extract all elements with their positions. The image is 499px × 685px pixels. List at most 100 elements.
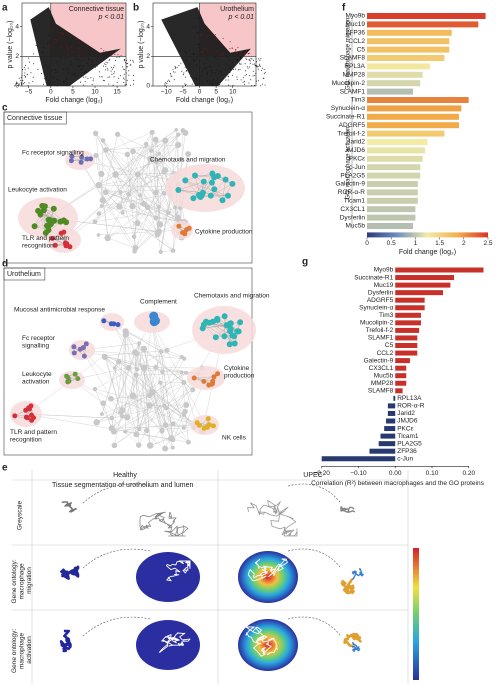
y-axis-label: p value (−log₁₀) [138,21,145,69]
network-node [126,191,131,197]
cluster-node [229,332,236,339]
scatter-dot [215,39,217,40]
scatter-dot [259,65,261,67]
network-node [181,425,186,430]
group-label: GO: macrophage migration [346,18,352,90]
scatter-dot [259,59,261,61]
scatter-dot [230,65,232,67]
cluster-edge [201,195,229,196]
network-node [144,427,150,434]
category-label: Jarid2 [397,410,415,417]
tissue-trace [59,629,72,653]
network-edge [111,424,206,429]
scatter-dot [232,61,234,63]
scatter-dot [66,78,68,80]
scatter-dot [197,17,199,19]
scatter-dot [28,82,30,84]
cluster-node [72,371,78,377]
tissue-trace [245,626,278,657]
scatter-dot [123,77,124,79]
scatter-dot [245,50,247,52]
category-label: Galectin-9 [335,181,365,188]
bar [367,139,428,145]
network-node [99,204,104,209]
cluster-node [221,333,228,340]
network-edge [98,184,179,222]
scatter-dot [77,47,79,49]
category-label: Succinate-R1 [326,114,365,121]
network-edge [115,129,177,175]
network-edge [137,174,169,213]
cluster-node [211,186,218,193]
scatter-dot [184,76,186,78]
text-line: activation [22,378,50,385]
scatter-dot [103,65,104,67]
cluster-node [88,156,94,162]
text-line: Cytokine [224,365,251,372]
scatter-dot [109,59,111,61]
network-frame [3,267,253,456]
network-edge [135,375,147,431]
scatter-dot [102,79,104,81]
network-edge [155,367,203,369]
scatter-dot [45,23,47,25]
network-node [123,429,128,434]
cluster-node [45,227,52,234]
scatter-dot [257,68,259,70]
cluster-node [201,378,207,384]
scatter-dot [248,58,250,60]
scatter-dot [221,53,222,55]
cluster-node [149,311,159,321]
scatter-dot [122,68,124,70]
category-label: Dysferlin [340,214,366,221]
network-edge [111,343,140,419]
scatter-dot [217,78,218,80]
scatter-dot [212,79,214,81]
network-edge [103,403,112,429]
network-node [125,364,132,371]
network-node [185,151,192,157]
bar [369,448,396,454]
cluster-node [207,192,214,199]
network-node [112,171,119,178]
cluster-edge [185,180,200,196]
network-edge [25,413,189,443]
scatter-dot [129,59,131,61]
tissue-trace [248,558,288,582]
scatter-dot [20,77,22,79]
category-label: Mucolipin-2 [360,320,394,327]
network-edge [143,348,173,448]
scatter-dot [261,83,263,85]
tissue-trace [60,565,80,580]
network-edge [95,155,109,238]
network-edge [128,140,166,195]
scatter-dot [128,74,130,76]
scatter-dot [105,69,107,71]
bar [367,105,462,112]
network-node [158,349,164,354]
network-edge [95,133,160,207]
network-edge [102,134,118,201]
network-edge [102,132,153,201]
scatter-dot [206,49,208,51]
panel-letter: d [2,259,8,270]
cluster-node [198,192,205,199]
network-edge [121,331,126,417]
x-tick-label: 0 [49,89,53,96]
scatter-dot [244,83,245,85]
cluster-label: Leukocyte activation [8,187,67,194]
cluster-edge [193,181,204,199]
bar [367,71,423,78]
network-edge [63,153,160,241]
column-header: UPEC [303,472,322,479]
scatter-dot [171,75,173,77]
scatter-dot [69,36,71,38]
colorbar-tick-label: 1.5 [435,240,444,247]
row-label: Gene ontology: macrophage migration [11,558,33,604]
row-label: Gene ontology: macrophage activation [11,627,33,673]
colorbar [413,548,419,680]
bar [367,63,430,70]
x-tick-label: −0.20 [313,470,330,477]
scatter-dot [231,47,233,49]
cluster-edge [194,376,215,379]
